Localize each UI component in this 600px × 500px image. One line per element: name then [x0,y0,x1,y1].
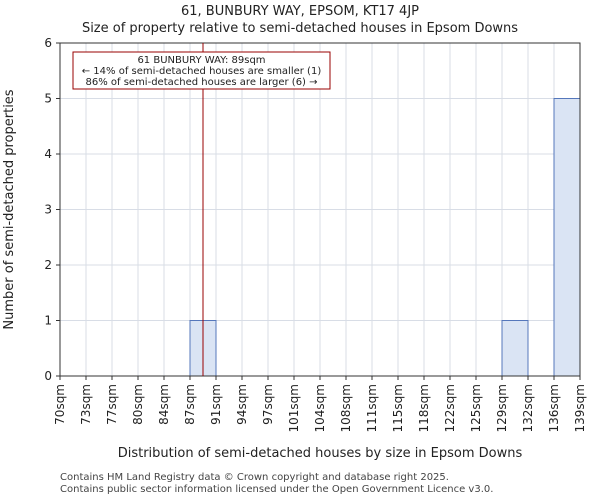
x-tick-label: 118sqm [417,384,431,432]
x-tick-label: 87sqm [183,384,197,425]
annotation-border [72,51,331,90]
x-tick-label: 77sqm [105,384,119,425]
y-tick-label: 5 [44,92,52,106]
y-tick-label: 2 [44,258,52,272]
x-tick-label: 97sqm [261,384,275,425]
x-tick-label: 115sqm [391,384,405,432]
x-tick-label: 129sqm [495,384,509,432]
x-axis-label: Distribution of semi-detached houses by … [118,446,523,461]
annotation-line-2: ← 14% of semi-detached houses are smalle… [82,66,322,77]
x-tick-label: 139sqm [573,384,587,432]
x-tick-label: 84sqm [157,384,171,425]
annotation-line-3: 86% of semi-detached houses are larger (… [85,77,317,88]
x-tick-label: 122sqm [443,384,457,432]
y-tick-label: 4 [44,147,52,161]
y-axis-label: Number of semi-detached properties [2,89,17,329]
histogram-bar [553,98,581,377]
x-tick-layer: 70sqm 73sqm 77sqm 80sqm 84sqm 87sqm 91sqm 94sqm… [53,376,587,432]
footer: Contains HM Land Registry data © Crown c… [60,472,493,496]
x-tick-label: 125sqm [469,384,483,432]
x-tick-label: 104sqm [313,384,327,432]
histogram-bar [501,320,529,377]
y-tick-label: 0 [44,369,52,383]
annotation-line-1: 61 BUNBURY WAY: 89sqm [137,55,265,66]
x-tick-label: 70sqm [53,384,67,425]
x-tick-label: 73sqm [79,384,93,425]
x-tick-label: 132sqm [521,384,535,432]
footer-line-2: Contains public sector information licen… [60,484,494,495]
x-tick-label: 94sqm [235,384,249,425]
x-tick-label: 80sqm [131,384,145,425]
y-tick-label: 6 [44,36,52,50]
x-tick-label: 108sqm [339,384,353,432]
x-tick-label: 136sqm [547,384,561,432]
annotation-box: 61 BUNBURY WAY: 89sqm ← 14% of semi-deta… [72,51,331,90]
x-tick-label: 111sqm [365,384,379,432]
y-tick-layer: 0 1 2 3 4 5 6 [44,36,60,383]
chart-title: 61, BUNBURY WAY, EPSOM, KT17 4JP [181,4,419,19]
bar-layer [189,98,581,377]
chart-subtitle: Size of property relative to semi-detach… [81,21,519,36]
y-tick-label: 3 [44,203,52,217]
x-tick-label: 91sqm [209,384,223,425]
footer-line-1: Contains HM Land Registry data © Crown c… [60,472,449,483]
y-tick-label: 1 [44,314,52,328]
x-tick-label: 101sqm [287,384,301,432]
